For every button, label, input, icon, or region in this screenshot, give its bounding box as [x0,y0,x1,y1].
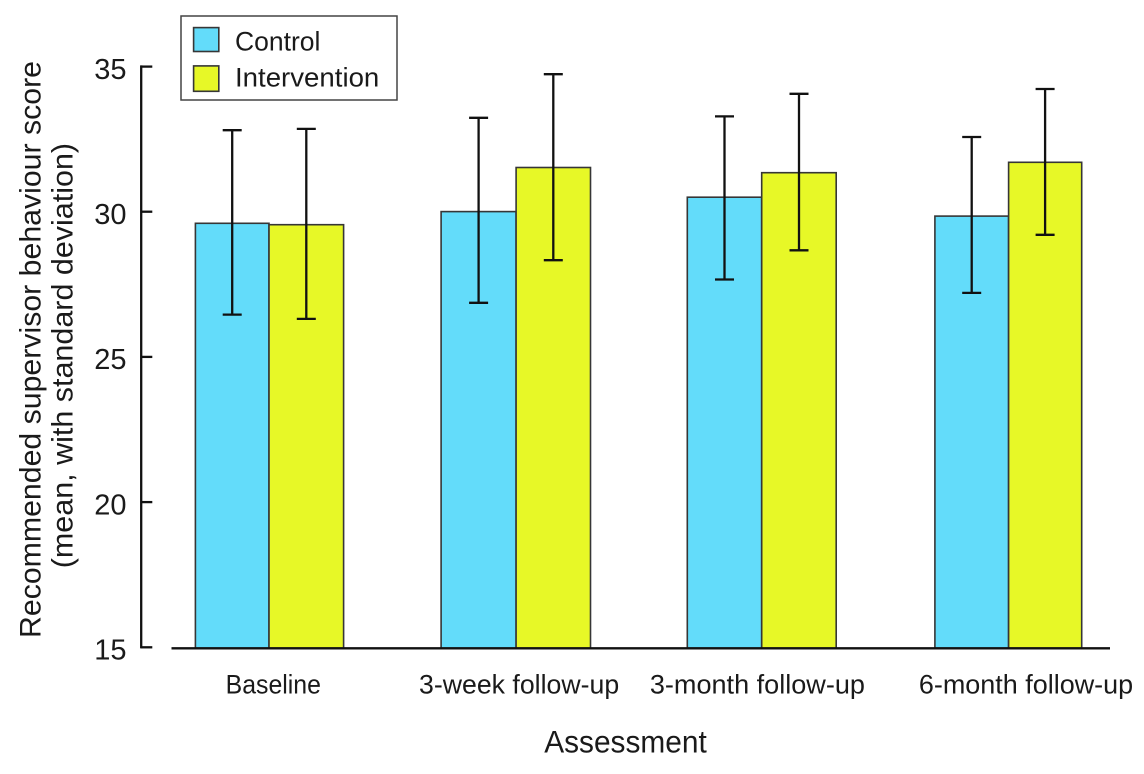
svg-text:Recommended supervisor behavio: Recommended supervisor behaviour score [15,61,48,638]
svg-text:Assessment: Assessment [544,723,707,759]
svg-text:25: 25 [94,344,126,376]
svg-text:(mean, with standard deviation: (mean, with standard deviation) [47,143,80,568]
svg-text:3-week follow-up: 3-week follow-up [419,670,619,700]
svg-text:30: 30 [94,199,126,231]
svg-text:35: 35 [94,54,126,86]
svg-text:Baseline: Baseline [226,670,321,700]
svg-text:Intervention: Intervention [235,62,379,92]
svg-text:20: 20 [94,489,126,521]
svg-text:6-month follow-up: 6-month follow-up [919,670,1133,700]
svg-text:3-month follow-up: 3-month follow-up [650,670,865,700]
svg-text:15: 15 [94,635,126,667]
svg-text:Control: Control [235,26,320,56]
